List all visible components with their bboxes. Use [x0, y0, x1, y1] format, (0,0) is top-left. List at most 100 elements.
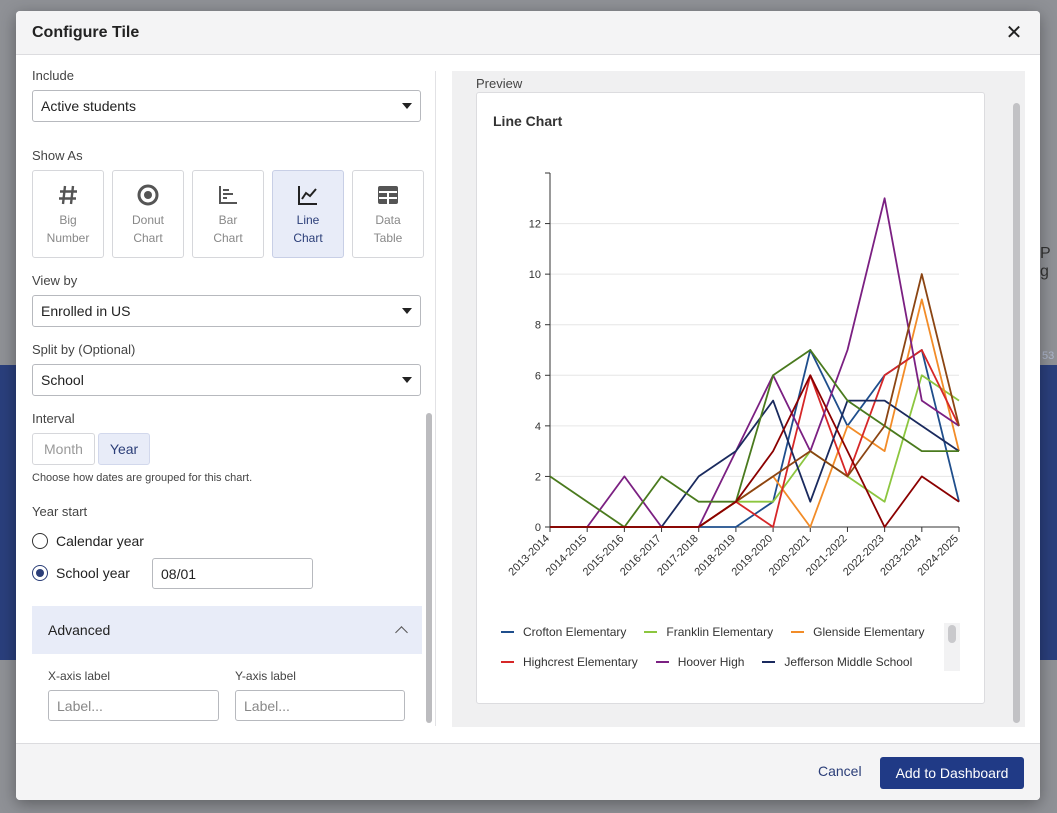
school-year-option[interactable]: School year	[32, 565, 130, 581]
legend-label: Glenside Elementary	[813, 625, 925, 639]
show-as-bar-chart[interactable]: Bar Chart	[192, 170, 264, 258]
advanced-section-header[interactable]: Advanced	[32, 606, 422, 654]
advanced-label: Advanced	[48, 622, 111, 638]
interval-label: Interval	[32, 411, 75, 426]
form-scrollbar-thumb[interactable]	[426, 413, 432, 723]
legend-scrollbar[interactable]	[944, 623, 960, 671]
legend-swatch	[501, 661, 514, 663]
option-line1: Donut	[131, 213, 165, 227]
option-line2: Chart	[133, 231, 163, 245]
legend-swatch	[762, 661, 776, 663]
modal-footer: Cancel Add to Dashboard	[16, 743, 1040, 800]
chevron-up-icon	[395, 626, 408, 639]
line-chart-icon	[298, 186, 317, 205]
legend-scrollbar-thumb[interactable]	[948, 625, 956, 643]
legend-item[interactable]: Franklin Elementary	[644, 623, 773, 641]
preview-panel: Preview 0 2 4 6 8 10 12 2013-2014 2014-2015 2015-…	[452, 71, 1025, 727]
include-select-value: Active students	[41, 98, 136, 114]
caret-down-icon	[402, 377, 412, 383]
include-select[interactable]: Active students	[32, 90, 421, 122]
legend-item[interactable]: Highcrest Elementary	[501, 653, 638, 671]
form-pane: Include Active students Show As Big Numb…	[32, 66, 437, 742]
y-tick-label: 0	[535, 522, 541, 534]
caret-down-icon	[402, 308, 412, 314]
chart-card: 0 2 4 6 8 10 12 2013-2014 2014-2015 2015-2016 2016…	[476, 92, 985, 704]
option-line1: Bar	[218, 213, 238, 227]
include-label: Include	[32, 68, 74, 83]
show-as-line-chart[interactable]: Line Chart	[272, 170, 344, 258]
y-tick-label: 8	[535, 320, 541, 332]
y-tick-label: 10	[529, 269, 541, 281]
legend-item[interactable]: Glenside Elementary	[791, 623, 925, 641]
calendar-year-option[interactable]: Calendar year	[32, 533, 144, 549]
option-line1: Line	[296, 213, 320, 227]
option-line2: Chart	[293, 231, 323, 245]
legend-swatch	[644, 631, 658, 633]
table-icon	[378, 186, 398, 204]
legend-item[interactable]: Jefferson Middle School	[762, 653, 912, 671]
option-line2: Table	[373, 231, 403, 245]
legend-item[interactable]: Crofton Elementary	[501, 623, 626, 641]
option-line1: Data	[375, 213, 401, 227]
school-year-radio[interactable]	[32, 565, 48, 581]
show-as-label: Show As	[32, 148, 83, 163]
legend-swatch	[791, 631, 805, 633]
interval-toggle: Month Year	[32, 433, 151, 465]
split-by-label: Split by (Optional)	[32, 342, 136, 357]
y-axis-label-input[interactable]	[235, 690, 405, 721]
calendar-year-radio[interactable]	[32, 533, 48, 549]
background-fragment-number: 53	[1042, 350, 1055, 362]
show-as-data-table[interactable]: Data Table	[352, 170, 424, 258]
y-axis-label: Y-axis label	[235, 669, 296, 683]
show-as-donut-chart[interactable]: Donut Chart	[112, 170, 184, 258]
calendar-year-label: Calendar year	[56, 533, 144, 549]
legend-label: Hoover High	[677, 655, 745, 669]
form-scrollbar[interactable]	[424, 71, 434, 741]
show-as-big-number[interactable]: Big Number	[32, 170, 104, 258]
line-chart: 0246810122013-20142014-20152015-20162016…	[506, 172, 961, 578]
modal-title: Configure Tile	[32, 23, 140, 41]
show-as-options: Big Number Donut Chart Bar Chart Line Ch…	[32, 170, 424, 258]
interval-help: Choose how dates are grouped for this ch…	[32, 472, 253, 484]
option-line2: Chart	[213, 231, 243, 245]
background-fragment: P g	[1040, 245, 1051, 280]
modal-header: Configure Tile ✕	[16, 11, 1040, 55]
legend-item[interactable]: Hoover High	[655, 653, 745, 671]
configure-tile-modal: Configure Tile ✕ Include Active students…	[16, 11, 1040, 800]
preview-label: Preview	[476, 76, 523, 91]
interval-year[interactable]: Year	[97, 433, 151, 465]
legend-label: Highcrest Elementary	[523, 655, 638, 669]
series-line-unlabeled-8	[550, 374, 960, 528]
hash-icon	[59, 185, 77, 205]
legend-label: Jefferson Middle School	[784, 655, 913, 669]
view-by-value: Enrolled in US	[41, 303, 131, 319]
y-tick-label: 6	[535, 370, 541, 382]
x-axis-label-input[interactable]	[48, 690, 219, 721]
legend-swatch	[501, 631, 514, 633]
bar-chart-icon	[219, 186, 237, 204]
year-start-label: Year start	[32, 504, 88, 519]
series-line-hoover-high	[550, 197, 960, 528]
add-to-dashboard-button[interactable]: Add to Dashboard	[880, 757, 1024, 789]
view-by-select[interactable]: Enrolled in US	[32, 295, 421, 327]
legend-label: Crofton Elementary	[523, 625, 627, 639]
preview-scrollbar[interactable]	[1012, 99, 1022, 727]
pane-divider	[435, 71, 436, 726]
school-year-start-date[interactable]	[152, 558, 313, 589]
donut-icon	[137, 184, 159, 206]
option-line2: Number	[46, 231, 90, 245]
school-year-label: School year	[56, 565, 130, 581]
split-by-value: School	[41, 372, 84, 388]
preview-scrollbar-thumb[interactable]	[1013, 103, 1020, 723]
cancel-button[interactable]: Cancel	[818, 763, 862, 779]
option-line1: Big	[59, 213, 77, 227]
advanced-body: X-axis label Y-axis label	[32, 654, 422, 742]
split-by-select[interactable]: School	[32, 364, 421, 396]
interval-month[interactable]: Month	[32, 433, 95, 465]
chart-card-title: Line Chart	[493, 113, 563, 129]
y-tick-label: 4	[535, 421, 541, 433]
close-icon[interactable]: ✕	[1005, 22, 1023, 44]
legend-swatch	[655, 661, 669, 663]
series-line-unlabeled-6	[549, 349, 959, 528]
legend-label: Franklin Elementary	[666, 625, 774, 639]
